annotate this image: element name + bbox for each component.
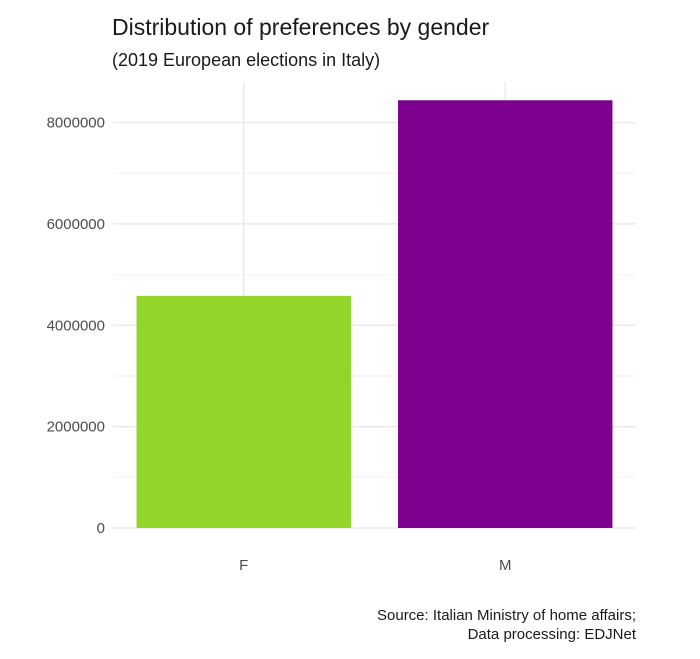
y-axis-ticks: 0 2000000 4000000 6000000 8000000 [47, 115, 105, 537]
y-tick-label: 8000000 [47, 115, 105, 132]
bar-f [136, 295, 351, 528]
source-caption: Source: Italian Ministry of home affairs… [377, 606, 636, 644]
data-processing-line: Data processing: EDJNet [467, 626, 636, 643]
source-line: Source: Italian Ministry of home affairs… [377, 607, 636, 624]
x-tick-label: F [239, 557, 248, 574]
y-tick-label: 6000000 [47, 216, 105, 233]
chart-subtitle: (2019 European elections in Italy) [112, 50, 381, 70]
bars [136, 100, 613, 528]
y-tick-label: 2000000 [47, 419, 105, 436]
bar-m [398, 100, 613, 528]
chart-title: Distribution of preferences by gender [112, 14, 490, 40]
x-tick-label: M [499, 557, 512, 574]
y-tick-label: 4000000 [47, 317, 105, 334]
y-tick-label: 0 [97, 520, 105, 537]
